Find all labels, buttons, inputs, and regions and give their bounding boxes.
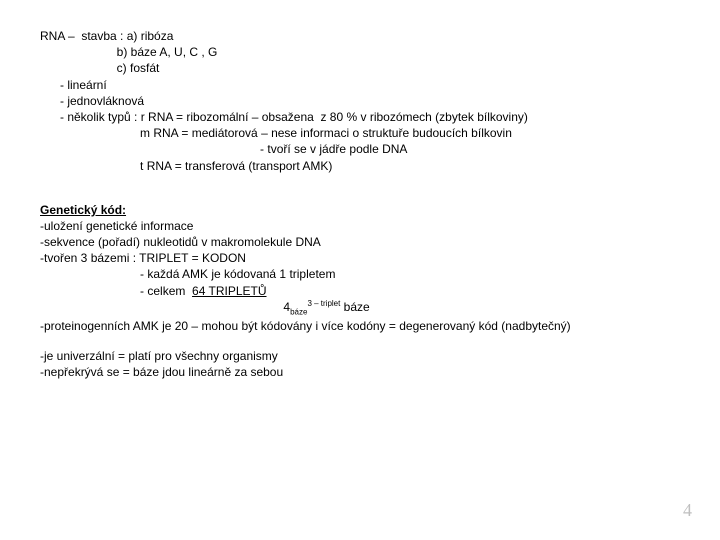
gc-line-3: -tvořen 3 bázemi : TRIPLET = KODON (40, 250, 680, 266)
rna-line-3: c) fosfát (40, 60, 680, 76)
gc-line-4: - každá AMK je kódovaná 1 tripletem (40, 266, 680, 282)
page-number: 4 (683, 498, 692, 522)
formula-tail: báze (340, 300, 369, 314)
gc-line-5: - celkem 64 TRIPLETŮ (40, 283, 680, 299)
rna-line-6: - několik typů : r RNA = ribozomální – o… (40, 109, 680, 125)
spacer (40, 174, 680, 188)
formula-sup: 3 – triplet (307, 299, 340, 308)
rna-line-8: - tvoří se v jádře podle DNA (40, 141, 680, 157)
gc-line-5-prefix: - celkem (40, 284, 192, 298)
gc-line-7: -proteinogenních AMK je 20 – mohou být k… (40, 318, 680, 334)
rna-line-4: - lineární (40, 77, 680, 93)
rna-line-1: RNA – stavba : a) ribóza (40, 28, 680, 44)
gc-formula-line: 4báze3 – triplet báze (40, 299, 680, 318)
page-content: RNA – stavba : a) ribóza b) báze A, U, C… (0, 0, 720, 381)
gc-line-1: -uložení genetické informace (40, 218, 680, 234)
rna-line-7: m RNA = mediátorová – nese informaci o s… (40, 125, 680, 141)
gc-line-8: -je univerzální = platí pro všechny orga… (40, 348, 680, 364)
gc-line-5-underline: 64 TRIPLETŮ (192, 284, 266, 298)
rna-line-2: b) báze A, U, C , G (40, 44, 680, 60)
gc-line-2: -sekvence (pořadí) nukleotidů v makromol… (40, 234, 680, 250)
formula-indent (40, 300, 283, 314)
formula-sub: báze (290, 307, 307, 316)
gc-line-9: -nepřekrývá se = báze jdou lineárně za s… (40, 364, 680, 380)
rna-line-9: t RNA = transferová (transport AMK) (40, 158, 680, 174)
rna-line-5: - jednovláknová (40, 93, 680, 109)
genetic-code-title: Genetický kód: (40, 202, 680, 218)
spacer (40, 334, 680, 348)
spacer (40, 188, 680, 202)
